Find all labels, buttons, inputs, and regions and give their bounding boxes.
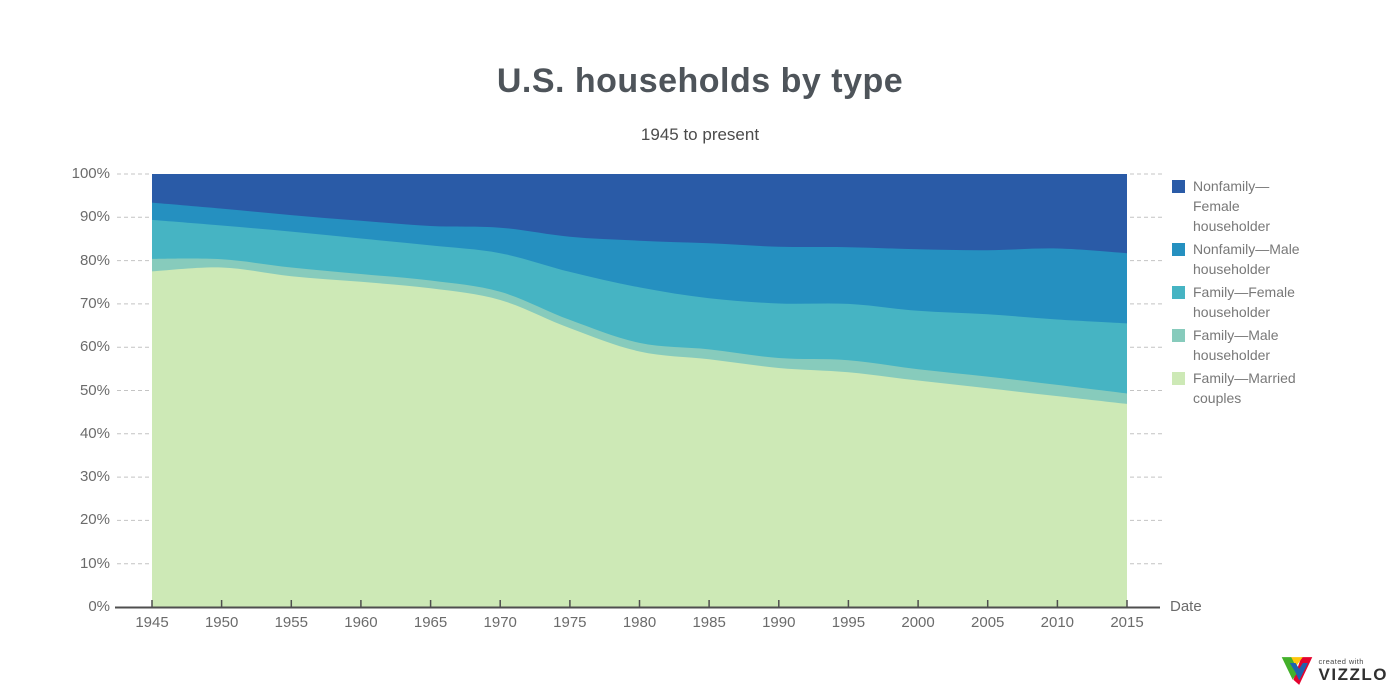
x-tick-label: 1975 — [553, 614, 587, 631]
x-tick-label: 1970 — [483, 614, 517, 631]
x-tick-label: 2005 — [971, 614, 1005, 631]
vizzlo-logo-icon — [1281, 657, 1312, 685]
y-tick-label: 30% — [79, 468, 110, 486]
y-tick-label: 100% — [71, 165, 110, 182]
vizzlo-badge: created with VIZZLO — [1281, 656, 1388, 686]
y-tick-label: 50% — [79, 381, 110, 399]
badge-brand-name: VIZZLO — [1318, 665, 1388, 684]
x-tick-label: 1995 — [831, 614, 866, 631]
x-tick-label: 1955 — [274, 614, 308, 631]
legend-label: Nonfamily—Male householder — [1193, 241, 1300, 277]
x-tick-label: 1980 — [622, 614, 657, 631]
chart-title: U.S. households by type — [496, 62, 904, 100]
y-tick-label: 70% — [79, 294, 110, 312]
x-axis-title: Date — [1170, 598, 1202, 615]
badge-created-with: created with — [1318, 657, 1364, 666]
legend-swatch — [1172, 286, 1185, 299]
legend-label: Family—Female householder — [1193, 284, 1295, 320]
y-tick-label: 80% — [79, 251, 110, 269]
legend-item: Family—Male householder — [1172, 325, 1332, 365]
y-tick-label: 90% — [79, 208, 110, 226]
x-tick-label: 1990 — [762, 614, 796, 631]
x-tick-label: 2010 — [1040, 614, 1075, 631]
x-tick-label: 2000 — [901, 614, 935, 631]
legend-label: Nonfamily— Female householder — [1193, 178, 1271, 234]
legend-item: Nonfamily—Male householder — [1172, 239, 1332, 279]
x-tick-label: 1945 — [135, 614, 169, 631]
legend-swatch — [1172, 329, 1185, 342]
legend-swatch — [1172, 243, 1185, 256]
y-tick-label: 10% — [79, 554, 110, 572]
legend-item: Nonfamily— Female householder — [1172, 176, 1332, 236]
x-tick-label: 1965 — [413, 614, 448, 631]
legend-item: Family—Married couples — [1172, 368, 1332, 408]
y-tick-label: 20% — [79, 511, 110, 529]
y-tick-label: 40% — [79, 424, 110, 442]
legend-label: Family—Married couples — [1193, 370, 1296, 406]
legend-swatch — [1172, 180, 1185, 193]
x-tick-label: 2015 — [1110, 614, 1144, 631]
y-tick-label: 0% — [88, 598, 110, 615]
legend: Nonfamily— Female householder Nonfamily—Mal… — [1172, 176, 1332, 411]
area-family-married-couples — [152, 267, 1127, 607]
chart-subtitle: 1945 to present — [640, 125, 760, 144]
x-tick-label: 1985 — [692, 614, 726, 631]
legend-item: Family—Female householder — [1172, 282, 1332, 322]
x-tick-label: 1950 — [204, 614, 239, 631]
x-tick-label: 1960 — [344, 614, 378, 631]
y-tick-label: 60% — [79, 338, 110, 356]
area-layers — [152, 174, 1127, 607]
legend-label: Family—Male householder — [1193, 327, 1279, 363]
legend-swatch — [1172, 372, 1185, 385]
